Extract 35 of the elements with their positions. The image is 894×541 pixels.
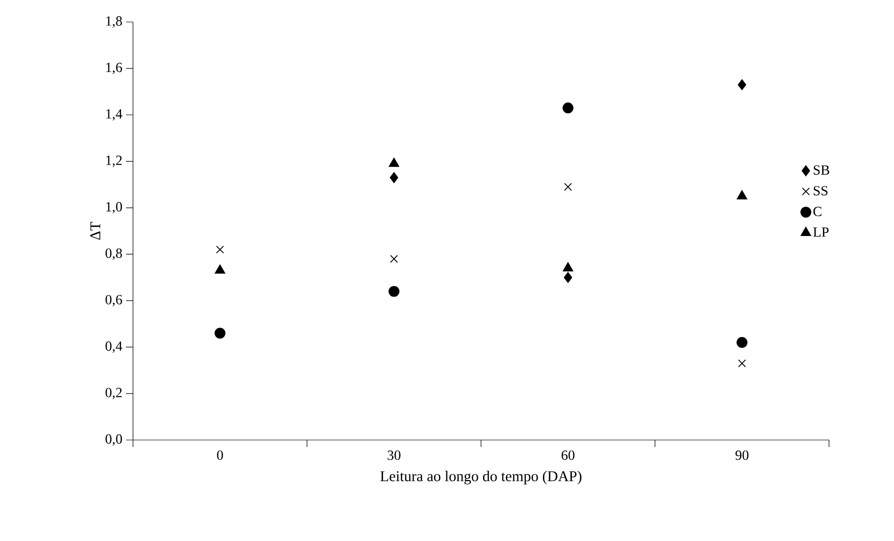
point [738, 359, 746, 368]
y-axis-title: ΔT [90, 222, 100, 240]
point [388, 158, 400, 167]
point [562, 262, 574, 272]
y-tick-label: 0,2 [106, 388, 122, 400]
point [216, 246, 224, 254]
x-tick-label: 60 [562, 450, 574, 460]
point [390, 172, 398, 184]
point [214, 328, 226, 339]
point [390, 254, 398, 263]
y-tick-label: 0,0 [106, 434, 122, 446]
x-tick-label: 30 [388, 450, 400, 460]
y-tick-label: 1,0 [106, 202, 122, 214]
y-tick-label: 0,4 [106, 341, 122, 353]
legend-label: SS [814, 186, 828, 196]
y-tick-label: 1,4 [106, 109, 122, 121]
point [564, 272, 572, 283]
legend-label: SB [814, 165, 830, 175]
point [738, 79, 746, 90]
legend-label: LP [813, 227, 829, 237]
y-tick-label: 1,2 [106, 156, 122, 168]
point [214, 264, 226, 274]
point [562, 102, 574, 114]
y-tick-label: 1,8 [106, 16, 122, 28]
point [564, 182, 572, 191]
x-axis-title: Leitura ao longo do tempo (DAP) [380, 470, 582, 484]
point [736, 337, 748, 348]
y-tick-label: 0,6 [106, 294, 122, 306]
y-tick-label: 1,6 [106, 62, 122, 74]
x-tick-label: 90 [735, 450, 748, 460]
y-tick-label: 0,8 [106, 248, 122, 260]
point [736, 190, 748, 200]
legend-label: C [813, 206, 822, 216]
point [388, 286, 400, 297]
x-tick-label: 0 [217, 450, 223, 460]
